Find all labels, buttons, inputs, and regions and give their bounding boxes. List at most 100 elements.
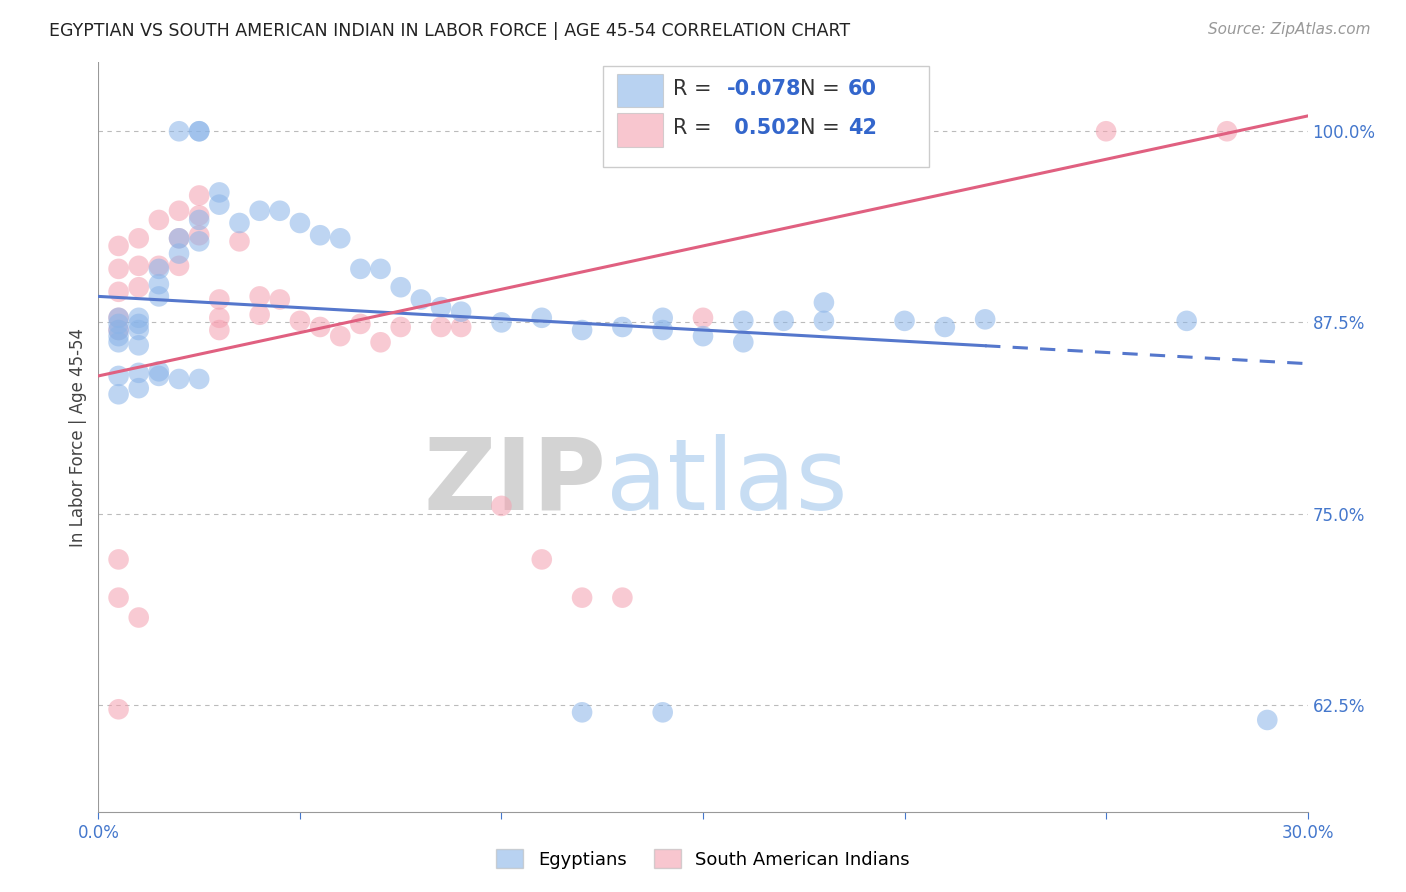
Point [107,239,129,253]
Point [128,610,150,624]
Point [612,320,634,334]
Point [772,314,794,328]
Point [491,499,513,513]
Text: 42: 42 [848,119,877,138]
Point [107,323,129,337]
FancyBboxPatch shape [617,74,664,107]
Point [107,329,129,343]
Point [491,315,513,329]
Text: 0.502: 0.502 [727,119,800,138]
Point [450,304,472,318]
Point [389,320,412,334]
Point [188,372,211,386]
Point [430,300,453,314]
Point [128,231,150,245]
Point [249,203,271,218]
Text: ZIP: ZIP [423,434,606,531]
Legend: Egyptians, South American Indians: Egyptians, South American Indians [489,842,917,876]
Point [128,323,150,337]
Point [893,314,915,328]
Text: R =: R = [672,119,718,138]
Point [1216,124,1239,138]
Point [107,552,129,566]
Point [167,259,190,273]
Text: N =: N = [800,119,846,138]
Point [269,203,291,218]
Point [530,552,553,566]
Point [813,314,835,328]
Point [349,317,371,331]
Point [167,372,190,386]
Point [571,323,593,337]
Point [370,335,392,350]
Point [309,228,332,243]
Point [148,289,170,303]
Point [651,706,673,720]
Point [128,381,150,395]
Point [167,203,190,218]
FancyBboxPatch shape [617,113,664,147]
Point [128,317,150,331]
Point [107,285,129,299]
Point [107,387,129,401]
Point [612,591,634,605]
Text: -0.078: -0.078 [727,78,801,99]
Point [450,320,472,334]
Point [571,706,593,720]
Point [128,338,150,352]
Point [1175,314,1198,328]
Point [188,228,211,243]
Point [651,310,673,325]
Point [167,231,190,245]
Point [188,188,211,202]
Point [148,213,170,227]
Point [107,591,129,605]
Point [651,323,673,337]
Text: 60: 60 [848,78,877,99]
Point [107,317,129,331]
Point [107,335,129,350]
Point [208,293,231,307]
Point [228,216,250,230]
Point [167,246,190,260]
Point [692,329,714,343]
Point [370,261,392,276]
Point [107,310,129,325]
Point [934,320,956,334]
Point [309,320,332,334]
Point [188,208,211,222]
Point [733,314,755,328]
Point [208,310,231,325]
Point [148,261,170,276]
Point [430,320,453,334]
Point [692,310,714,325]
Point [128,280,150,294]
Text: atlas: atlas [606,434,848,531]
Point [208,197,231,211]
Point [128,259,150,273]
Text: R =: R = [672,78,718,99]
Point [107,310,129,325]
Text: EGYPTIAN VS SOUTH AMERICAN INDIAN IN LABOR FORCE | AGE 45-54 CORRELATION CHART: EGYPTIAN VS SOUTH AMERICAN INDIAN IN LAB… [49,22,851,40]
Point [188,213,211,227]
Point [148,368,170,383]
Point [128,310,150,325]
Point [249,308,271,322]
Text: Source: ZipAtlas.com: Source: ZipAtlas.com [1208,22,1371,37]
Point [389,280,412,294]
Point [571,591,593,605]
Point [167,124,190,138]
Point [167,231,190,245]
Point [188,124,211,138]
Point [148,277,170,292]
Point [249,289,271,303]
Point [288,216,311,230]
Point [269,293,291,307]
Point [148,259,170,273]
Point [107,702,129,716]
Point [329,329,352,343]
Point [530,310,553,325]
Point [188,124,211,138]
Point [188,235,211,249]
Point [813,295,835,310]
